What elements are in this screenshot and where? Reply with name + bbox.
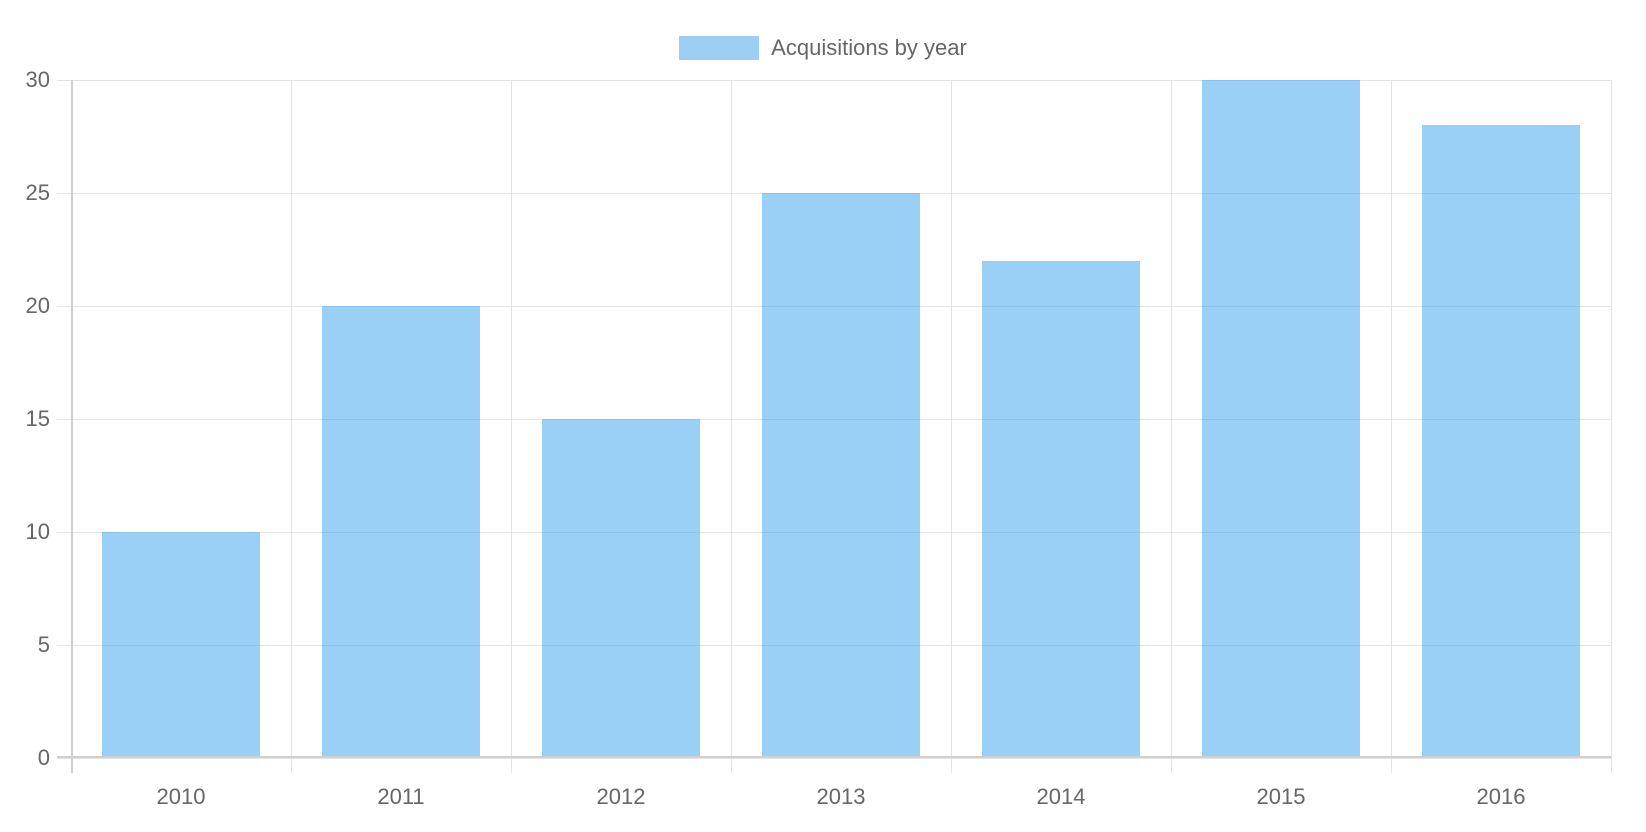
bar-2014[interactable]: [981, 260, 1141, 758]
x-tick-label: 2011: [377, 784, 425, 809]
y-axis: [71, 80, 73, 773]
gridline-x: [511, 80, 512, 773]
x-tick-label: 2013: [816, 784, 866, 809]
x-tick-label: 2012: [596, 784, 646, 809]
x-tick-label: 2014: [1036, 784, 1086, 809]
plot-area: 0 5 10 15 20 25 30 2010 2011 2012 2013 2014 2015 2016: [26, 67, 1612, 809]
gridline-y: [57, 758, 1611, 759]
gridline-y: [57, 80, 1611, 81]
bar-2010[interactable]: [101, 532, 261, 758]
gridline-x: [1611, 80, 1612, 773]
x-tick-label: 2015: [1256, 784, 1306, 809]
gridline-x: [291, 80, 292, 773]
y-tick-label: 25: [25, 180, 50, 205]
y-tick-label: 30: [25, 67, 50, 92]
x-tick-label: 2010: [156, 784, 206, 809]
legend[interactable]: Acquisitions by year: [0, 35, 1646, 61]
y-tick-label: 20: [25, 293, 50, 318]
bar-2011[interactable]: [321, 306, 481, 758]
y-tick-label: 0: [37, 745, 50, 770]
y-tick-label: 5: [37, 632, 50, 657]
bar-2016[interactable]: [1421, 125, 1581, 758]
gridline-x: [951, 80, 952, 773]
gridline-x: [1171, 80, 1172, 773]
gridline-x: [731, 80, 732, 773]
x-axis: [57, 756, 1611, 758]
legend-label[interactable]: Acquisitions by year: [771, 35, 967, 60]
x-tick-label: 2016: [1476, 784, 1526, 809]
bar-2015[interactable]: [1201, 80, 1361, 758]
legend-swatch[interactable]: [679, 36, 760, 60]
bar-2013[interactable]: [761, 193, 921, 758]
y-tick-label: 10: [25, 519, 50, 544]
bar-2012[interactable]: [541, 419, 701, 758]
y-tick-label: 15: [25, 406, 50, 431]
gridline-x: [1391, 80, 1392, 773]
